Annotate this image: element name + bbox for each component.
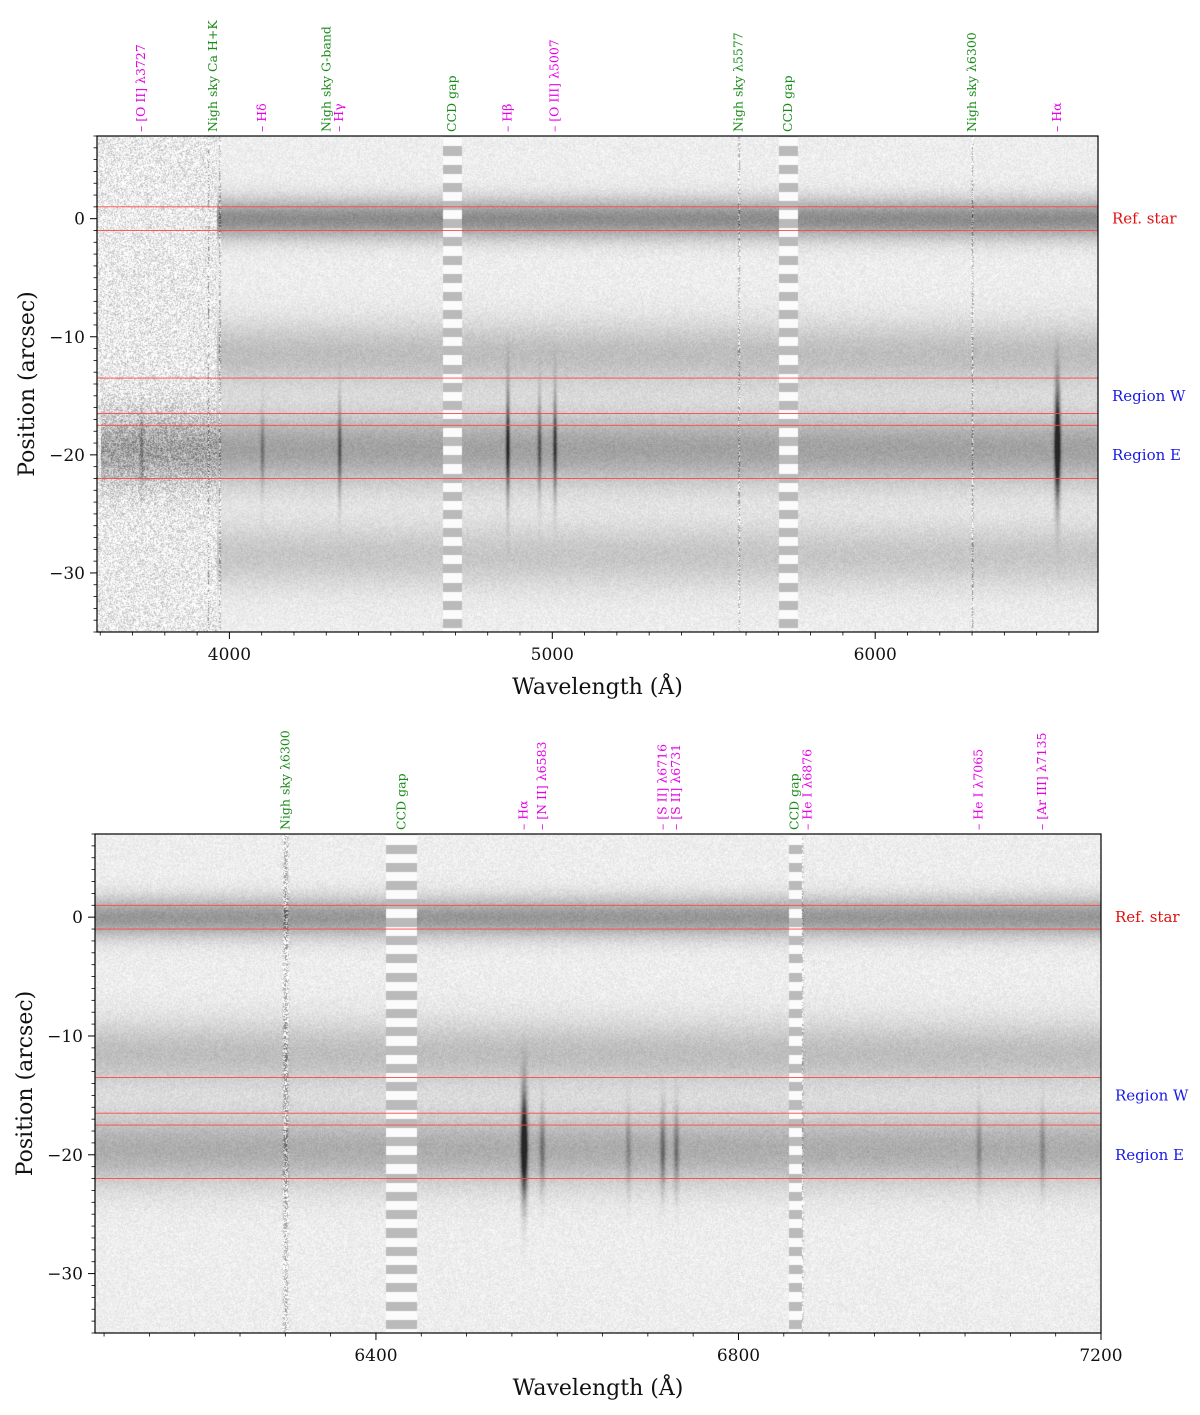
emission-line-label: – [S II] λ6716 [654,744,669,830]
panel-bottom-spectrum: 6400 6800 7200 0 −10 −20 −30 Wavelength (Å) Posi… [13,730,1189,1401]
y-tick-label: −10 [49,328,85,348]
x-tick-label: 5000 [531,645,574,665]
sky-line-label: CCD gap [780,75,795,132]
emission-line-label: – [N II] λ6583 [534,741,549,830]
region-label: Region E [1115,1146,1184,1164]
x-axis-label: Wavelength (Å) [512,672,683,700]
emission-line-label: – He I λ7065 [971,749,986,830]
y-tick-label: −20 [47,1146,83,1166]
emission-line-label: – Hδ [254,103,269,132]
sky-line-label: Nigh sky λ5577 [731,32,746,132]
y-axis-label: Position (arcsec) [15,291,40,477]
sky-line-label: Nigh sky λ6300 [964,32,979,132]
sky-line-label: Nigh sky Ca H+K [205,20,220,132]
x-tick-label: 6400 [354,1346,397,1366]
spectrum-image [95,834,1101,1333]
sky-line-label: CCD gap [444,75,459,132]
emission-line-label: – [S II] λ6731 [668,744,683,830]
x-tick-label: 4000 [208,645,251,665]
x-axis-label: Wavelength (Å) [513,1373,684,1401]
x-tick-label: 6000 [854,645,897,665]
sky-line-label: CCD gap [393,773,408,830]
y-tick-label: 0 [74,210,85,230]
y-tick-label: −20 [49,446,85,466]
x-tick-label: 7200 [1079,1346,1122,1366]
region-label: Region W [1115,1086,1189,1104]
sky-line-label: Nigh sky λ6300 [277,730,292,830]
emission-line-label: – Hα [516,800,531,830]
emission-line-label: – Hγ [331,103,346,132]
y-tick-label: −30 [49,564,85,584]
emission-line-label: – [Ar III] λ7135 [1034,733,1049,830]
emission-line-label: – Hβ [499,104,514,132]
y-tick-label: −10 [47,1027,83,1047]
sky-line-label: Nigh sky G-band [318,26,333,132]
x-tick-label: 6800 [717,1346,760,1366]
region-label: Region W [1112,387,1186,405]
ref-star-label: Ref. star [1112,210,1177,228]
spectrum-image [97,136,1098,632]
emission-line-label: – [O III] λ5007 [547,39,562,132]
emission-line-label: – He I λ6876 [799,749,814,830]
ref-star-label: Ref. star [1115,908,1180,926]
emission-line-label: – [O II] λ3727 [133,44,148,132]
panel-top-spectrum: 4000 5000 6000 0 −10 −20 −30 Wavelength (Å) Posi… [15,20,1186,700]
region-label: Region E [1112,446,1181,464]
sky-line-label: CCD gap [787,773,802,830]
emission-line-label: – Hα [1049,102,1064,132]
y-tick-label: −30 [47,1265,83,1285]
y-axis-label: Position (arcsec) [13,991,38,1177]
y-tick-label: 0 [72,908,83,928]
